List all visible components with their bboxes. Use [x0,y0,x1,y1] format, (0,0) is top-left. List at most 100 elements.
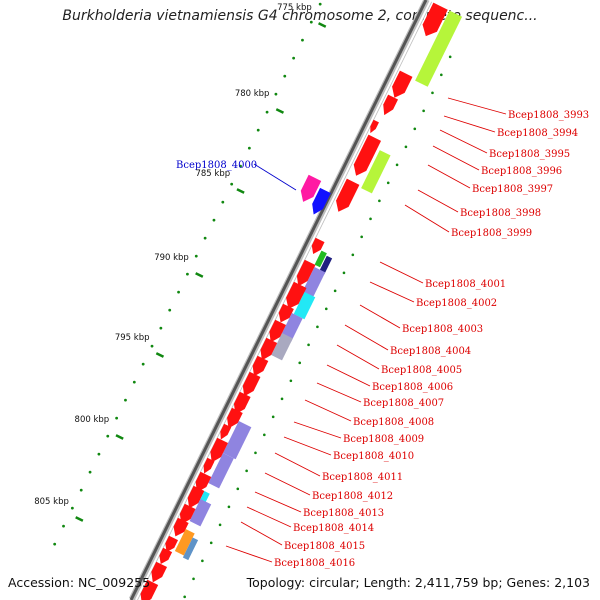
gene-label[interactable]: Bcep1808_3995 [489,149,570,160]
leader-line [432,145,480,171]
gene-label[interactable]: Bcep1808_3999 [451,228,532,239]
inner-dot [395,163,399,167]
gene-feature[interactable] [353,134,382,176]
gene-feature[interactable] [314,250,327,268]
inner-dot [369,217,372,221]
gene-feature[interactable] [422,2,448,37]
gene-label[interactable]: Bcep1808_4001 [425,279,506,290]
gene-feature[interactable] [165,535,179,552]
gene-feature[interactable] [269,319,287,343]
gene-feature[interactable] [286,281,307,309]
gene-feature[interactable] [260,337,278,361]
gene-feature[interactable] [311,237,325,254]
gene-label[interactable]: Bcep1808_4009 [343,434,424,445]
gene-feature[interactable] [140,579,159,600]
inner-dot [245,469,248,473]
gene-label[interactable]: Bcep1808_4005 [381,365,462,376]
gene-label[interactable]: Bcep1808_3998 [460,208,541,219]
gene-feature[interactable] [208,453,234,489]
gene-label[interactable]: Bcep1808_4008 [353,417,434,428]
gene-feature[interactable] [336,178,360,212]
gene-feature[interactable] [210,437,228,463]
inner-dot [360,235,363,239]
scale-tick [115,434,124,440]
gene-feature[interactable] [173,517,189,537]
scale-tick [236,188,245,194]
scale-dot [124,398,127,402]
gene-feature[interactable] [227,407,243,429]
scale-dot [159,326,163,330]
gene-label[interactable]: Bcep1808_3994 [497,128,578,139]
gene-feature[interactable] [361,150,391,194]
gene-label[interactable]: Bcep1808_4010 [333,451,414,462]
gene-feature[interactable] [271,333,293,361]
gene-label[interactable]: Bcep1808_4013 [303,508,384,519]
inner-dot [378,199,381,203]
gene-feature[interactable] [189,499,212,527]
inner-dot [271,415,275,419]
gene-feature[interactable] [182,537,199,561]
scale-label: 785 kbp [195,169,230,179]
gene-feature[interactable] [318,255,333,275]
scale-dot [194,254,198,258]
gene-labels: Bcep1808_3993 Bcep1808_3994 Bcep1808_3995 B… [176,110,589,569]
inner-dot [201,559,204,563]
gene-feature[interactable] [392,70,413,98]
scale-dot [97,452,101,456]
inner-dot [342,271,346,275]
gene-label[interactable]: Bcep1808_4000 [176,160,257,171]
gene-feature[interactable] [296,259,316,287]
scale-dot [150,344,154,348]
scale-dot [70,506,74,510]
gene-feature[interactable] [300,174,322,202]
gene-label[interactable]: Bcep1808_4006 [372,382,453,393]
gene-feature[interactable] [203,457,215,474]
leader-line [427,164,471,189]
gene-feature[interactable] [159,547,173,564]
leader-line [293,421,342,439]
gene-feature[interactable] [174,529,195,556]
gene-feature[interactable] [300,267,326,301]
gene-label[interactable]: Bcep1808_3997 [472,184,553,195]
leader-lines [225,97,507,563]
scale-dot [212,218,216,222]
gene-feature[interactable] [187,485,205,509]
inner-dot [280,397,284,401]
inner-dot [236,487,240,491]
inner-dot [413,127,417,131]
gene-label[interactable]: Bcep1808_4007 [363,398,444,409]
gene-label[interactable]: Bcep1808_4014 [293,523,374,534]
scale-dot [265,110,269,114]
gene-label[interactable]: Bcep1808_4002 [416,298,497,309]
gene-feature[interactable] [233,391,251,415]
gene-label[interactable]: Bcep1808_3993 [508,110,589,121]
gene-feature[interactable] [195,471,212,493]
gene-label[interactable]: Bcep1808_4011 [322,472,403,483]
leader-line [359,304,401,329]
leader-line [404,204,450,233]
gene-feature[interactable] [278,303,294,323]
gene-feature[interactable] [312,187,331,215]
inner-dot [183,595,186,599]
gene-feature[interactable] [252,355,269,377]
gene-feature[interactable] [220,423,232,440]
scale-dot [247,146,251,150]
gene-feature[interactable] [415,10,463,87]
gene-label[interactable]: Bcep1808_4012 [312,491,393,502]
gene-label[interactable]: Bcep1808_4004 [390,346,471,357]
gene-feature[interactable] [179,503,196,525]
gene-feature[interactable] [370,119,379,134]
gene-label[interactable]: Bcep1808_4003 [402,324,483,335]
inner-dot [218,523,222,527]
gene-label[interactable]: Bcep1808_3996 [481,166,562,177]
gene-label[interactable]: Bcep1808_4015 [284,541,365,552]
gene-feature[interactable] [383,94,399,116]
gene-label[interactable]: Bcep1808_4016 [274,558,355,569]
gene-feature[interactable] [151,561,168,583]
scale-dot [221,200,225,204]
gene-feature[interactable] [223,421,252,460]
gene-feature[interactable] [242,371,261,397]
inner-dot [422,109,425,113]
gene-feature[interactable] [293,291,316,320]
